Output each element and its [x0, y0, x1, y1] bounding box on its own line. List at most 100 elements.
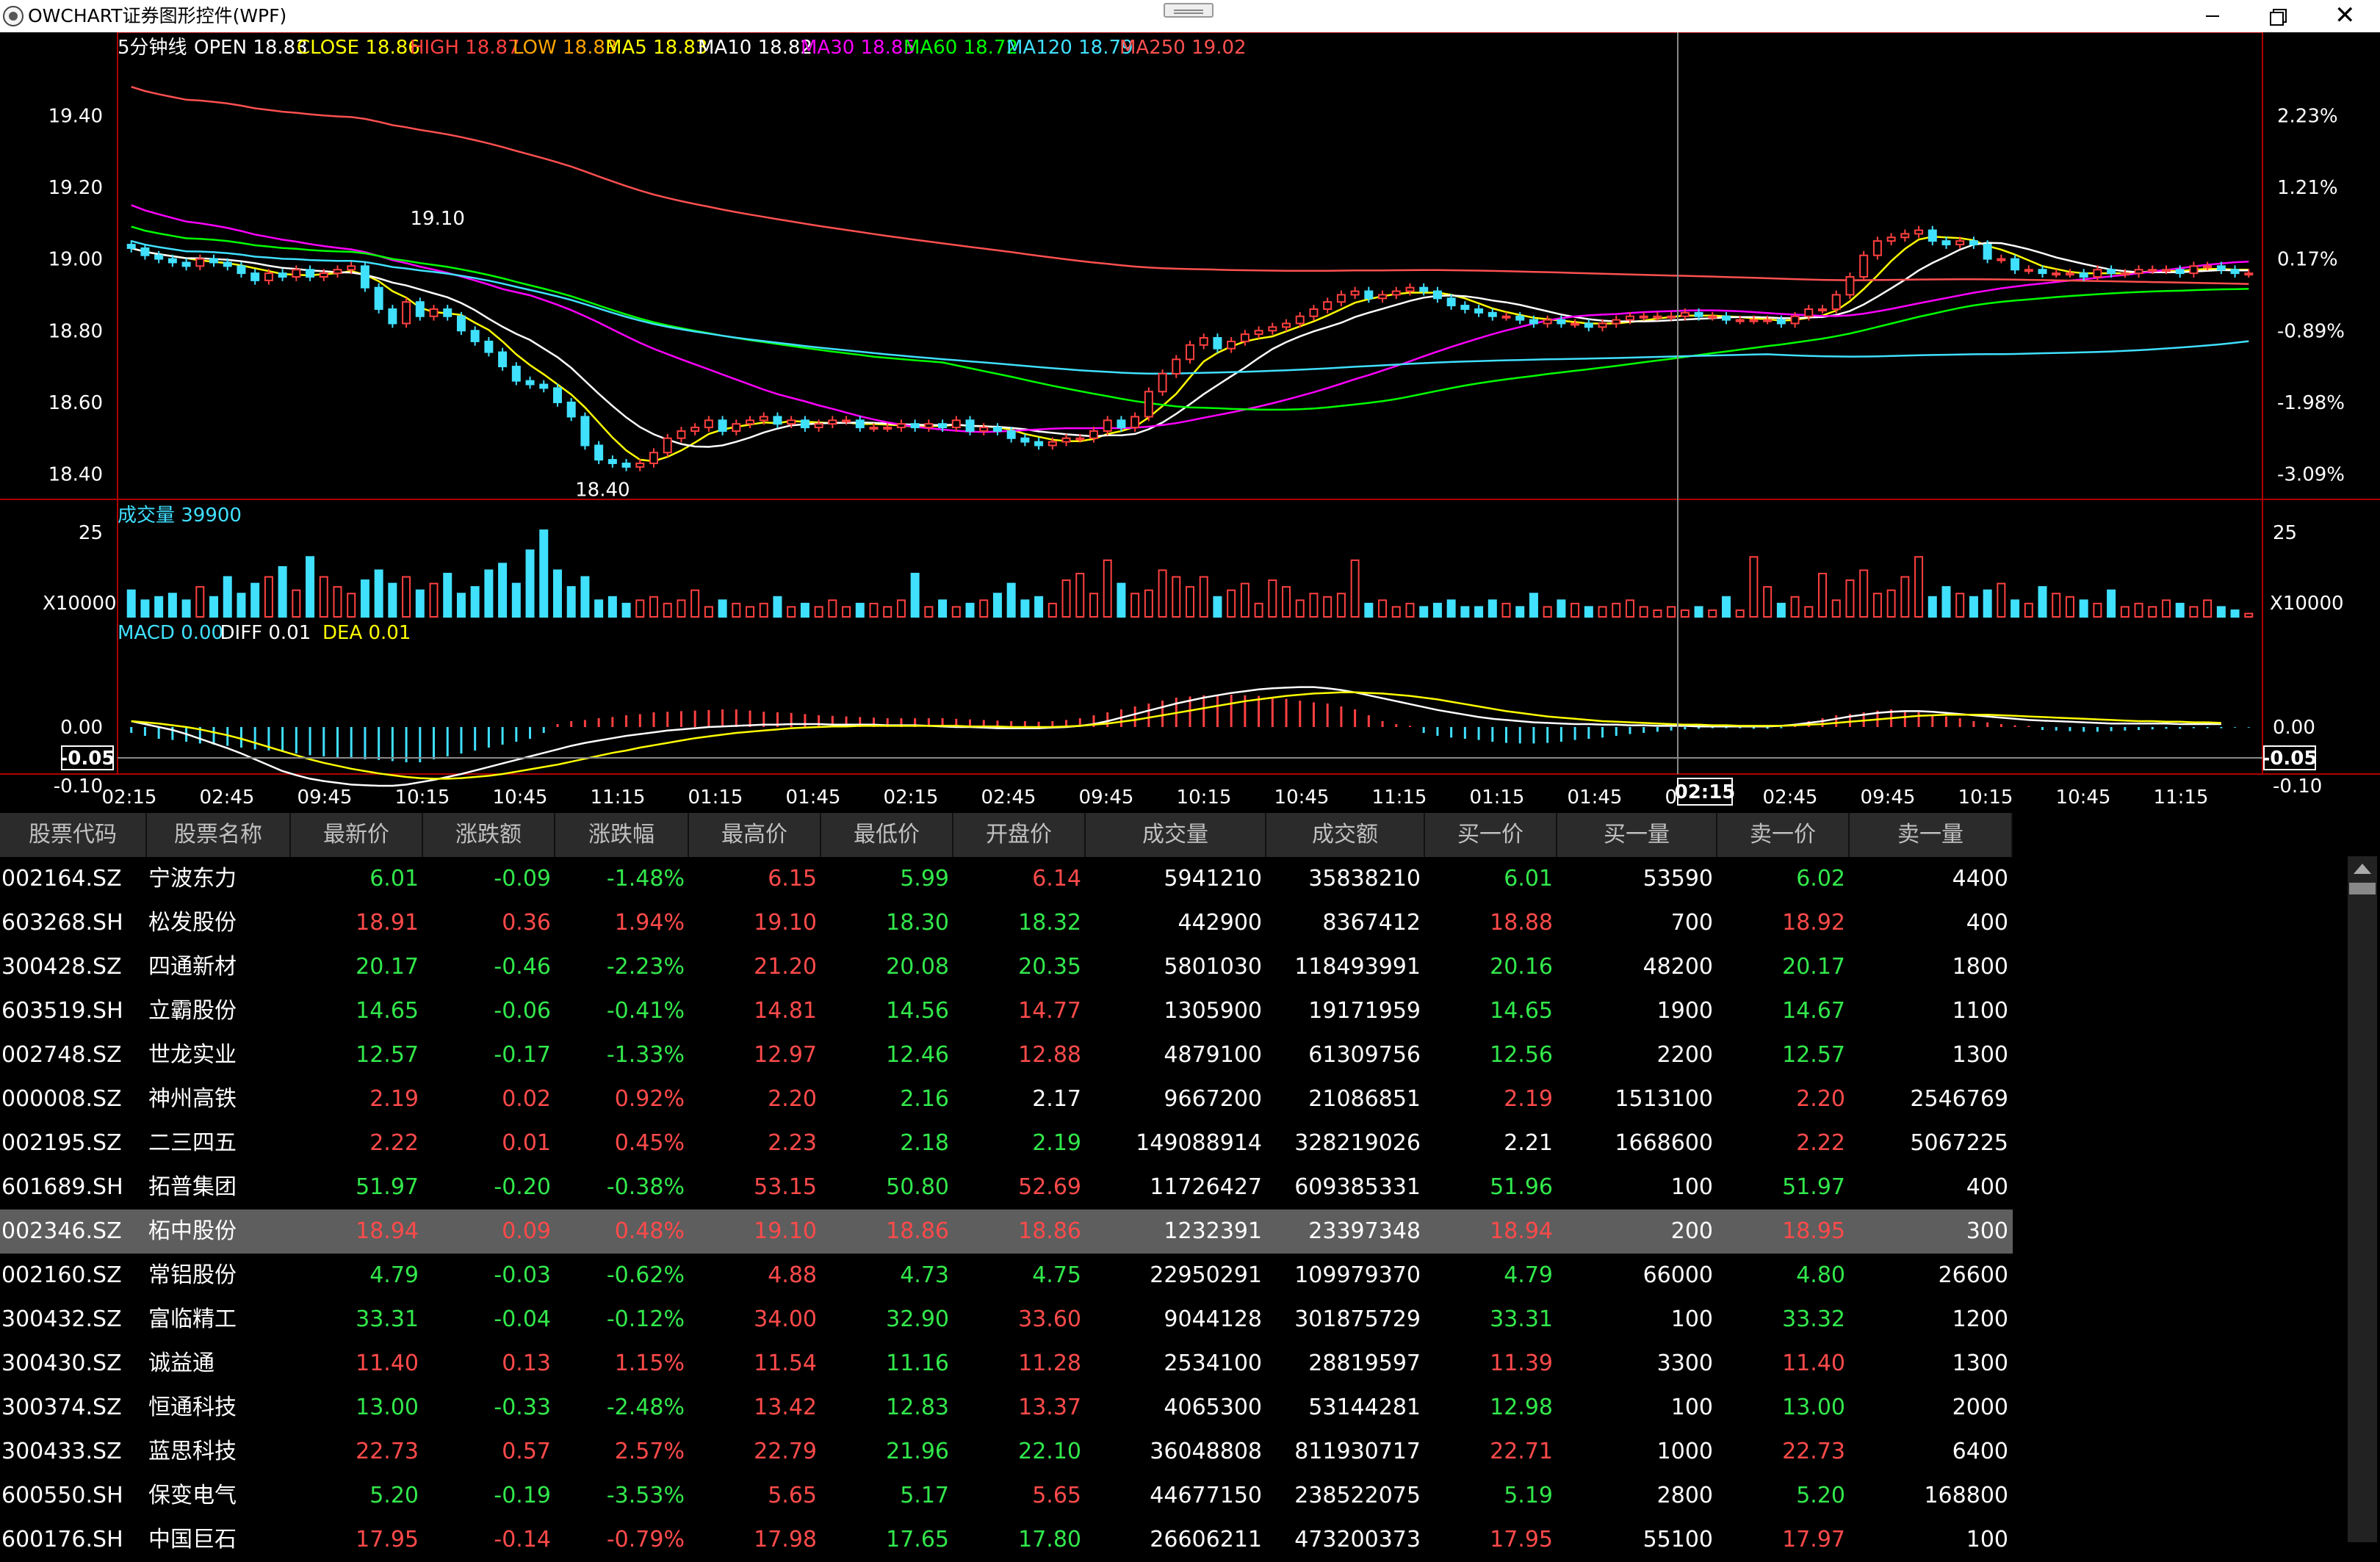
cell-bid: 22.71: [1490, 1439, 1553, 1464]
cell-bid: 18.94: [1490, 1218, 1553, 1244]
column-header-0[interactable]: 股票代码: [0, 813, 147, 857]
candle-body: [1790, 315, 1800, 325]
cell-name: 松发股份: [148, 910, 237, 936]
scroll-up-icon[interactable]: [2348, 856, 2377, 881]
column-header-6[interactable]: 最低价: [821, 813, 953, 857]
candle-body: [1186, 344, 1194, 361]
cell-low: 11.16: [886, 1351, 949, 1376]
table-row[interactable]: 603268.SH 松发股份 18.91 0.36 1.94% 19.10 18.30 18.…: [0, 901, 2013, 945]
volume-bar: [1391, 606, 1401, 618]
candle-body: [1831, 294, 1841, 310]
cell-chg: -0.46: [494, 954, 551, 980]
time-axis-label: 01:15: [688, 787, 743, 809]
volume-bar: [1790, 596, 1800, 618]
crosshair-value-box: [61, 745, 114, 770]
table-row[interactable]: 000008.SZ 神州高铁 2.19 0.02 0.92% 2.20 2.16 2.17 96…: [0, 1077, 2013, 1121]
candle-body: [649, 452, 658, 464]
column-header-10[interactable]: 买一价: [1425, 813, 1557, 857]
scroll-thumb[interactable]: [2349, 883, 2376, 894]
table-row[interactable]: 002160.SZ 常铝股份 4.79 -0.03 -0.62% 4.88 4.73 4.75…: [0, 1254, 2013, 1298]
column-header-8[interactable]: 成交量: [1086, 813, 1266, 857]
cell-name: 保变电气: [148, 1483, 237, 1508]
volume-bar: [1845, 579, 1855, 618]
cell-open: 33.60: [1018, 1306, 1081, 1332]
cell-ask: 12.57: [1782, 1042, 1845, 1068]
cell-pct: 0.48%: [614, 1218, 685, 1244]
restore-button[interactable]: [2240, 0, 2311, 32]
table-row[interactable]: 603519.SH 立霸股份 14.65 -0.06 -0.41% 14.81 14.56 1…: [0, 989, 2013, 1033]
table-row[interactable]: 600176.SH 中国巨石 17.95 -0.14 -0.79% 17.98 17.65 1…: [0, 1518, 2013, 1562]
title-bar: OWCHART证券图形控件(WPF) ✕: [0, 0, 2380, 32]
cell-code: 600176.SH: [1, 1527, 123, 1552]
table-row[interactable]: 300430.SZ 诚益通 11.40 0.13 1.15% 11.54 11.16 11.2…: [0, 1342, 2013, 1386]
table-row[interactable]: 002346.SZ 柘中股份 18.94 0.09 0.48% 19.10 18.86 18.…: [0, 1210, 2013, 1254]
close-button[interactable]: ✕: [2308, 0, 2379, 32]
cell-amt: 23397348: [1308, 1218, 1421, 1244]
candle-body: [511, 366, 521, 382]
cell-ask: 14.67: [1782, 998, 1845, 1024]
cell-bid: 5.19: [1504, 1483, 1553, 1508]
candle-body: [209, 258, 219, 264]
candle-body: [1694, 311, 1703, 317]
candle-body: [1075, 437, 1085, 441]
candle-body: [842, 419, 851, 423]
vertical-scrollbar[interactable]: [2348, 856, 2377, 1542]
column-header-13[interactable]: 卖一量: [1850, 813, 2013, 857]
price-tick-label: 19.00: [48, 249, 103, 271]
volume-bar: [484, 569, 494, 618]
minimize-button[interactable]: [2174, 0, 2245, 32]
stock-quote-table[interactable]: 股票代码 股票名称 最新价 涨跌额 涨跌幅 最高价 最低价 开盘价 成交量 成交额 买一价 买一量 卖一…: [0, 813, 2013, 1552]
cell-open: 4.75: [1032, 1262, 1081, 1288]
candle-body: [1061, 437, 1071, 443]
drag-handle-icon[interactable]: [1164, 3, 1214, 18]
column-header-5[interactable]: 最高价: [689, 813, 821, 857]
column-header-1[interactable]: 股票名称: [147, 813, 291, 857]
column-header-12[interactable]: 卖一价: [1717, 813, 1850, 857]
table-row[interactable]: 002164.SZ 宁波东力 6.01 -0.09 -1.48% 6.15 5.99 6.14…: [0, 857, 2013, 901]
cell-code: 603268.SH: [1, 910, 123, 936]
volume-bar: [910, 573, 920, 618]
candle-body: [910, 423, 920, 429]
volume-bar: [2216, 606, 2226, 618]
chart-header-item: MA250 19.02: [1119, 37, 1247, 59]
column-header-3[interactable]: 涨跌额: [423, 813, 555, 857]
cell-code: 603519.SH: [1, 998, 123, 1024]
column-header-7[interactable]: 开盘价: [953, 813, 1086, 857]
kline-chart[interactable]: 19.40 2.23% 19.20 1.21% 19.00 0.17% 18.80 -0.89…: [0, 32, 2380, 813]
volume-tick-label: 25: [2273, 522, 2297, 544]
column-header-11[interactable]: 买一量: [1557, 813, 1717, 857]
cell-pct: -0.79%: [606, 1527, 685, 1552]
cell-last: 2.19: [369, 1086, 419, 1112]
cell-amt: 118493991: [1294, 954, 1421, 980]
table-header-row: 股票代码 股票名称 最新价 涨跌额 涨跌幅 最高价 最低价 开盘价 成交量 成交额 买一价 买一量 卖一…: [0, 813, 2013, 857]
candle-body: [2175, 269, 2185, 275]
cell-last: 14.65: [356, 998, 419, 1024]
table-row[interactable]: 600550.SH 保变电气 5.20 -0.19 -3.53% 5.65 5.17 5.65…: [0, 1474, 2013, 1518]
table-row[interactable]: 300428.SZ 四通新材 20.17 -0.46 -2.23% 21.20 20.08 2…: [0, 945, 2013, 989]
column-header-4[interactable]: 涨跌幅: [555, 813, 689, 857]
volume-bar: [828, 599, 837, 618]
candle-body: [2134, 269, 2143, 275]
table-row[interactable]: 002748.SZ 世龙实业 12.57 -0.17 -1.33% 12.97 12.46 1…: [0, 1033, 2013, 1077]
volume-bar: [1708, 609, 1717, 618]
table-row[interactable]: 300433.SZ 蓝思科技 22.73 0.57 2.57% 22.79 21.96 22.…: [0, 1430, 2013, 1474]
chart-header-item: MA120 18.79: [1006, 37, 1133, 59]
column-header-2[interactable]: 最新价: [291, 813, 423, 857]
cell-ask: 4.80: [1796, 1262, 1845, 1288]
volume-bar: [1543, 606, 1552, 618]
time-axis-label: 09:45: [1861, 787, 1916, 809]
volume-bar: [1227, 589, 1236, 618]
volume-bar: [470, 586, 480, 618]
table-row[interactable]: 601689.SH 拓普集团 51.97 -0.20 -0.38% 53.15 50.80 5…: [0, 1165, 2013, 1210]
table-row[interactable]: 300432.SZ 富临精工 33.31 -0.04 -0.12% 34.00 32.90 3…: [0, 1298, 2013, 1342]
column-header-9[interactable]: 成交额: [1266, 813, 1425, 857]
volume-bar: [1612, 602, 1621, 618]
table-row[interactable]: 002195.SZ 二三四五 2.22 0.01 0.45% 2.23 2.18 2.19 14…: [0, 1121, 2013, 1165]
cell-amt: 35838210: [1308, 866, 1421, 892]
candle-body: [1047, 441, 1057, 446]
table-row[interactable]: 300374.SZ 恒通科技 13.00 -0.33 -2.48% 13.42 12.83 1…: [0, 1386, 2013, 1430]
cell-low: 32.90: [886, 1306, 949, 1332]
chart-header-item: CLOSE 18.86: [297, 37, 420, 59]
cell-bidv: 1900: [1656, 998, 1713, 1024]
cell-high: 5.65: [768, 1483, 817, 1508]
